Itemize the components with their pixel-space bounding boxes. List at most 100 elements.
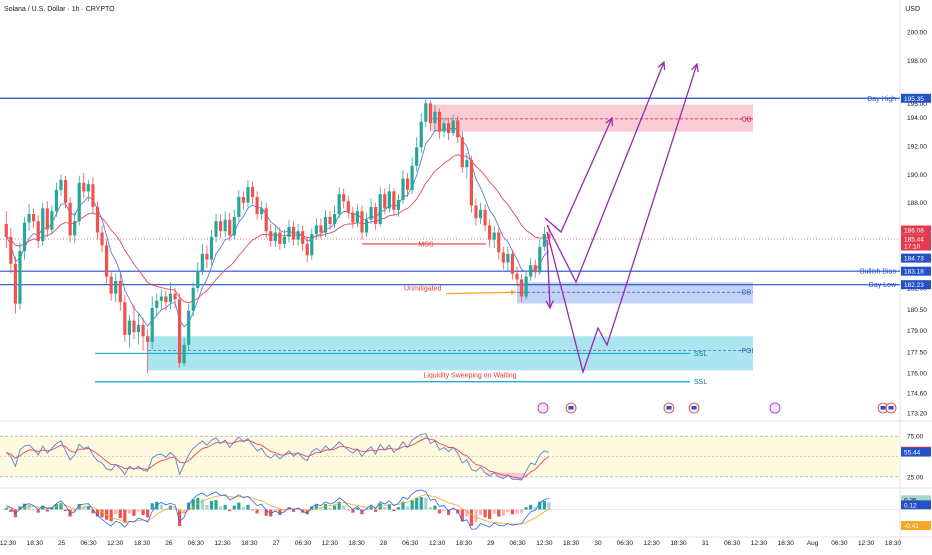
candle-body xyxy=(250,187,255,198)
macd-bar xyxy=(310,506,314,510)
macd-bar xyxy=(510,509,515,515)
currency-label[interactable]: USD xyxy=(905,6,920,13)
projection-path xyxy=(544,117,613,234)
macd-bar xyxy=(488,509,492,519)
macd-bar xyxy=(460,509,464,522)
macd-bar xyxy=(18,506,22,510)
macd-bar xyxy=(27,504,31,510)
candle-body xyxy=(478,209,483,219)
y-tick-label: 174.60 xyxy=(907,391,927,398)
macd-tag xyxy=(901,495,931,505)
candle-body xyxy=(497,232,501,253)
candle-body xyxy=(524,276,528,297)
candle-body xyxy=(264,208,268,232)
candle-body xyxy=(27,214,31,223)
x-tick-label: 12:30 xyxy=(643,540,660,547)
macd-bar xyxy=(501,509,505,516)
candle-body xyxy=(351,212,355,223)
candle-body xyxy=(36,221,40,242)
candle-body xyxy=(415,147,419,166)
macd-bar xyxy=(32,508,36,510)
macd-bar xyxy=(127,509,131,514)
macd-bar xyxy=(323,504,328,510)
candle-body xyxy=(387,191,391,209)
macd-bar xyxy=(123,509,127,523)
x-tick-label: 06:30 xyxy=(509,540,526,547)
macd-bar xyxy=(474,509,478,523)
macd-bar xyxy=(4,507,8,510)
candle-body xyxy=(59,179,63,190)
macd-bar xyxy=(146,509,150,518)
candle-body xyxy=(515,273,519,280)
x-tick-label: 29 xyxy=(487,540,495,547)
candle-body xyxy=(196,270,200,288)
macd-bar xyxy=(342,505,346,510)
candle-body xyxy=(109,276,113,294)
candle-body xyxy=(18,251,22,304)
macd-bar xyxy=(524,507,528,510)
symbol-title: Solana / U.S. Dollar · 1h · CRYPTO xyxy=(4,6,115,13)
candle-body xyxy=(542,233,546,247)
x-tick-label: 12:30 xyxy=(107,540,124,547)
macd-bar xyxy=(319,507,323,510)
macd-bar xyxy=(82,507,86,510)
candle-body xyxy=(392,191,396,210)
macd-bar xyxy=(182,509,186,514)
candle-body xyxy=(132,320,136,333)
macd-bar xyxy=(228,509,232,512)
macd-bar xyxy=(118,509,122,519)
price-tag xyxy=(901,241,931,251)
x-tick-label: 12:30 xyxy=(322,540,339,547)
price-tag-label: 17:10 xyxy=(904,244,921,251)
candle-body xyxy=(73,221,77,236)
rsi-tag xyxy=(901,447,931,457)
candle-body xyxy=(474,205,478,219)
macd-signal-line xyxy=(6,494,550,525)
macd-bar xyxy=(451,509,455,511)
macd-tag-label: -0.41 xyxy=(904,523,919,530)
macd-bar xyxy=(255,509,259,514)
macd-bar xyxy=(54,504,59,510)
macd-bar xyxy=(383,507,387,510)
macd-bar xyxy=(542,500,546,510)
candle-body xyxy=(214,221,218,237)
x-tick-label: Aug xyxy=(807,540,819,547)
y-tick-label: 195.00 xyxy=(907,101,927,108)
level-label: Day High xyxy=(867,96,896,103)
y-tick-label: 177.50 xyxy=(907,349,927,356)
projection-arrowhead xyxy=(605,116,613,127)
rsi-tick-label: 75.00 xyxy=(907,434,924,441)
price-tag-label: 183.18 xyxy=(904,269,924,276)
price-tag xyxy=(901,234,931,244)
projection-arrowhead xyxy=(657,60,666,71)
x-tick-label: 18:30 xyxy=(670,540,687,547)
candle-body xyxy=(105,245,109,277)
candle-body xyxy=(273,232,277,242)
candle-body xyxy=(460,137,464,168)
candle-body xyxy=(529,265,533,277)
macd-bar xyxy=(447,509,451,516)
candle-body xyxy=(260,208,264,215)
candle-body xyxy=(456,120,460,138)
price-tag xyxy=(901,225,931,235)
macd-bar xyxy=(333,505,337,510)
level-label: Day Low xyxy=(869,282,897,289)
flag-icon-detail xyxy=(880,406,886,410)
price-tag xyxy=(901,93,931,103)
macd-bar xyxy=(492,509,496,514)
x-tick-label: 12:30 xyxy=(429,540,446,547)
macd-bar xyxy=(506,509,510,512)
candle-body xyxy=(63,179,68,203)
x-tick-label: 31 xyxy=(702,540,710,547)
candle-body xyxy=(401,178,405,200)
candle-body xyxy=(301,231,305,244)
candle-body xyxy=(41,208,45,242)
candle-body xyxy=(433,111,437,124)
projection-path xyxy=(546,61,665,284)
x-tick-label: 18:30 xyxy=(456,540,473,547)
macd-bar xyxy=(374,509,378,512)
macd-bar xyxy=(36,509,40,513)
macd-bar xyxy=(469,509,473,526)
